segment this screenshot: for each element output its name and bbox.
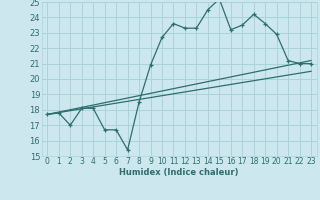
X-axis label: Humidex (Indice chaleur): Humidex (Indice chaleur): [119, 168, 239, 177]
